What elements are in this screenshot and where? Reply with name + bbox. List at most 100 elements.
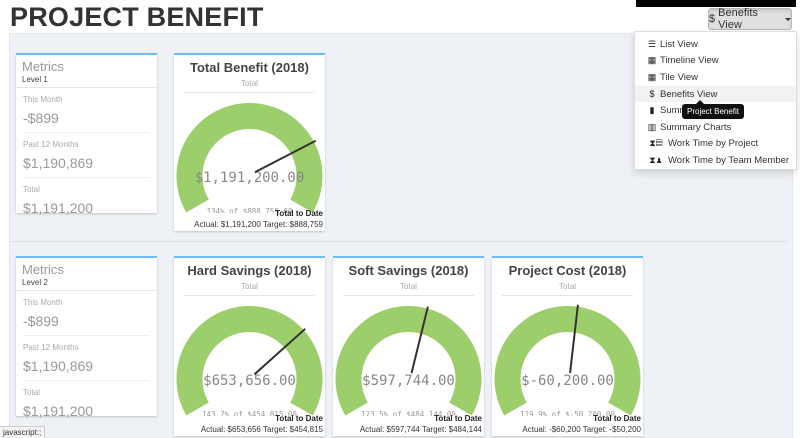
menu-item-work-time-by-project[interactable]: ⧗▤ Work Time by Project — [635, 136, 796, 153]
metrics-card-level-2: Metrics Level 2 This Month -$899 Past 12… — [16, 256, 157, 419]
menu-item-list-view[interactable]: ☰ List View — [635, 36, 796, 53]
gauge-chart: $1,191,200.00 134% of $888,759.00 — [176, 103, 323, 213]
metrics-title: Metrics — [22, 59, 64, 74]
metric-label: Past 12 Months — [23, 343, 79, 352]
gauge-card-total-benefit[interactable]: Total Benefit (2018) Total $1,191,200.00… — [174, 53, 325, 231]
metric-this-month: This Month -$899 — [23, 291, 150, 336]
menu-item-timeline-view[interactable]: ▦ Timeline View — [635, 53, 796, 70]
view-button-label: Benefits View — [718, 7, 758, 31]
dollar-icon: $ — [649, 89, 655, 100]
gauge-foot-detail: Actual: $653,656 Target: $454,815 — [200, 425, 323, 434]
tooltip: Project Benefit — [682, 100, 745, 119]
tiles-icon: ▦ — [647, 71, 657, 82]
gauge-arc — [494, 306, 641, 416]
metric-past-12-months: Past 12 Months $1,190,869 — [23, 336, 150, 381]
gauge-needle — [410, 306, 429, 374]
gauge-value: $653,656.00 — [203, 373, 296, 389]
metric-total: Total $1,191,200 — [23, 178, 150, 222]
metrics-title: Metrics — [22, 262, 64, 277]
metrics-card-level-1: Metrics Level 1 This Month -$899 Past 12… — [16, 53, 157, 216]
list-icon: ☰ — [647, 38, 657, 49]
bar-chart-icon: ▥ — [647, 121, 657, 132]
gauge-foot-title: Total to Date — [275, 209, 323, 218]
top-bar — [636, 0, 796, 7]
metric-label: Past 12 Months — [23, 140, 79, 149]
view-dropdown-menu: ☰ List View ▦ Timeline View ▦ Tile View … — [634, 31, 797, 170]
metric-past-12-months: Past 12 Months $1,190,869 — [23, 133, 150, 178]
gauge-foot-title: Total to Date — [275, 414, 323, 423]
gauge-foot-detail: Actual: $1,191,200 Target: $888,759 — [194, 220, 323, 229]
gauge-title: Project Cost (2018) — [508, 263, 627, 278]
level-divider — [11, 241, 787, 242]
gauge-foot-detail: Actual: -$60,200 Target: -$50,200 — [522, 425, 641, 434]
hourglass-user-icon: ⧗♟ — [649, 154, 663, 165]
benefits-view-dropdown-button[interactable]: $ Benefits View — [708, 7, 792, 31]
metric-value: -$899 — [23, 313, 59, 329]
gauge-divider — [184, 92, 315, 93]
metric-value: $1,190,869 — [23, 155, 94, 171]
gauge-subtitle: Total — [241, 79, 258, 88]
menu-item-tile-view[interactable]: ▦ Tile View — [635, 69, 796, 86]
gauge-needle — [253, 328, 306, 376]
gauge-divider — [343, 295, 474, 296]
metric-label: Total — [23, 185, 40, 194]
metric-total: Total $1,191,200 — [23, 381, 150, 425]
dollar-icon: $ — [709, 13, 716, 25]
gauge-needle — [254, 139, 317, 174]
metric-value: $1,190,869 — [23, 358, 94, 374]
metric-this-month: This Month -$899 — [23, 88, 150, 133]
gauge-subtitle: Total — [241, 282, 258, 291]
gauge-percent: 143.7% of $454,815.00 — [202, 410, 297, 416]
menu-item-label: Work Time by Team Member — [668, 154, 790, 166]
menu-item-label: Work Time by Project — [668, 138, 759, 150]
gauge-title: Soft Savings (2018) — [348, 263, 469, 278]
gauge-chart: $597,744.00 123.5% of $484,144.00 — [335, 306, 482, 416]
calendar-icon: ▦ — [647, 55, 657, 66]
gauge-title: Hard Savings (2018) — [187, 263, 312, 278]
page-title: PROJECT BENEFIT — [10, 2, 264, 32]
gauge-foot-title: Total to Date — [434, 414, 482, 423]
gauge-chart: $-60,200.00 119.9% of $-50,200.00 — [494, 304, 641, 416]
gauge-value: $597,744.00 — [362, 373, 455, 389]
metric-value: $1,191,200 — [23, 403, 94, 419]
gauge-card-project-cost[interactable]: Project Cost (2018) Total $-60,200.00 119… — [492, 256, 643, 436]
metric-value: $1,191,200 — [23, 200, 94, 216]
file-icon: ▮ — [649, 105, 655, 116]
menu-item-work-time-by-team-member[interactable]: ⧗♟ Work Time by Team Member — [635, 152, 796, 169]
gauge-needle — [569, 304, 579, 374]
metric-label: This Month — [23, 298, 63, 307]
gauge-foot-detail: Actual: $597,744 Target: $484,144 — [359, 425, 482, 434]
metrics-level: Level 2 — [22, 278, 48, 287]
menu-item-label: Timeline View — [660, 55, 719, 67]
gauge-chart: $653,656.00 143.7% of $454,815.00 — [176, 306, 323, 416]
gauge-percent: 119.9% of $-50,200.00 — [520, 410, 615, 416]
menu-item-label: Tile View — [660, 71, 699, 83]
hourglass-project-icon: ⧗▤ — [649, 138, 663, 149]
gauge-divider — [502, 295, 633, 296]
metric-label: Total — [23, 388, 40, 397]
gauge-divider — [184, 295, 315, 296]
status-bar-url: javascript:; — [0, 426, 46, 438]
gauge-arc — [176, 103, 323, 213]
menu-item-summary-charts[interactable]: ▥ Summary Charts — [635, 119, 796, 136]
menu-item-label: Summary Charts — [660, 121, 732, 133]
menu-item-label: List View — [660, 38, 698, 50]
metric-value: -$899 — [23, 110, 59, 126]
gauge-value: $1,191,200.00 — [195, 170, 305, 186]
gauge-title: Total Benefit (2018) — [190, 60, 309, 75]
gauge-percent: 123.5% of $484,144.00 — [361, 410, 456, 416]
gauge-percent: 134% of $888,759.00 — [207, 207, 293, 213]
menu-item-benefits-view[interactable]: $ Benefits View — [635, 85, 796, 103]
gauge-arc — [335, 306, 482, 416]
menu-item-label: Benefits View — [660, 88, 718, 100]
gauge-subtitle: Total — [559, 282, 576, 291]
metrics-level: Level 1 — [22, 75, 48, 84]
gauge-subtitle: Total — [400, 282, 417, 291]
gauge-card-soft-savings[interactable]: Soft Savings (2018) Total $597,744.00 123… — [333, 256, 484, 436]
caret-down-icon — [785, 17, 791, 21]
gauge-card-hard-savings[interactable]: Hard Savings (2018) Total $653,656.00 143… — [174, 256, 325, 436]
gauge-foot-title: Total to Date — [593, 414, 641, 423]
gauge-value: $-60,200.00 — [521, 373, 614, 389]
gauge-arc — [176, 306, 323, 416]
metric-label: This Month — [23, 95, 63, 104]
